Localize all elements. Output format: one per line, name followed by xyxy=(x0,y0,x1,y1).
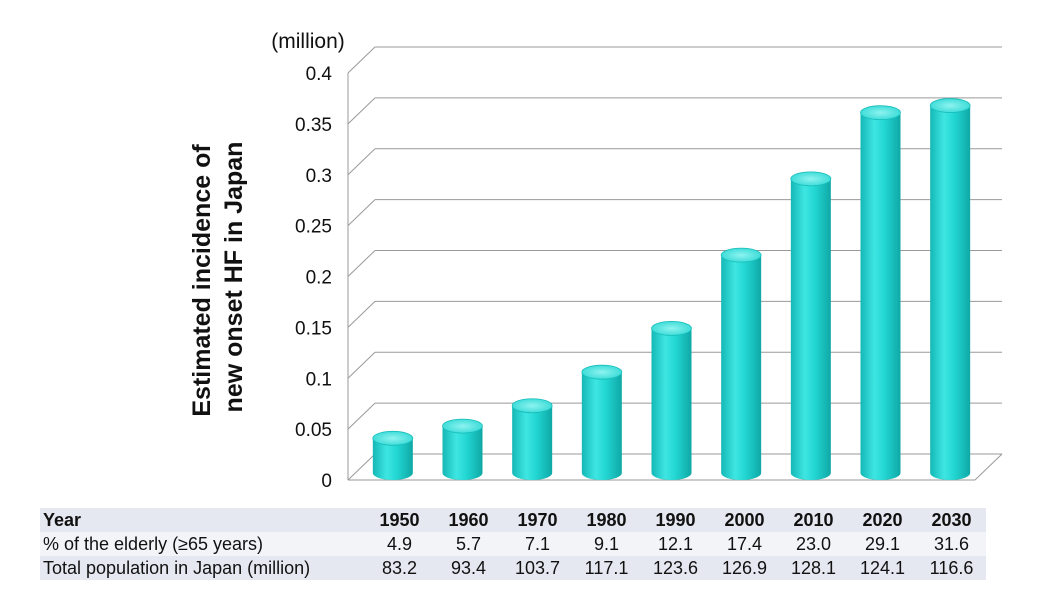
bar-body xyxy=(790,178,831,481)
bar-body xyxy=(512,405,553,481)
gridline-side xyxy=(347,250,376,277)
table-cell: 93.4 xyxy=(434,556,503,580)
table-cell: 23.0 xyxy=(779,532,848,556)
table-cell: 126.9 xyxy=(710,556,779,580)
y-tick-label: 0 xyxy=(321,471,332,492)
data-table: Year 1950 1960 1970 1980 1990 2000 2010 2020 2030… xyxy=(40,508,986,580)
bar-body xyxy=(581,372,622,481)
bar-top xyxy=(511,398,553,414)
gridline-side xyxy=(347,402,376,430)
y-axis: 0 0.05 0.1 0.15 0.2 0.25 0.3 0.35 0.4 xyxy=(295,64,349,492)
bar-2030 xyxy=(929,98,971,481)
gridline-side xyxy=(347,351,376,379)
table-cell: 1960 xyxy=(434,508,503,532)
year-row: Year 1950 1960 1970 1980 1990 2000 2010 2020 2030 xyxy=(40,508,986,532)
population-row: Total population in Japan (million) 83.2 9… xyxy=(40,556,986,580)
y-axis-title-line-1: Estimated incidence of xyxy=(188,144,216,417)
table-cell: 2010 xyxy=(779,508,848,532)
bar-2020 xyxy=(860,105,901,481)
table-cell: 1950 xyxy=(365,508,434,532)
bar-1980 xyxy=(581,364,623,481)
bar-top xyxy=(720,247,762,263)
floor-right-edge xyxy=(974,453,1003,481)
bar-body xyxy=(930,105,971,481)
y-tick-label: 0.15 xyxy=(295,318,332,339)
bar-top xyxy=(929,98,971,113)
y-tick-label: 0.4 xyxy=(306,64,333,85)
row-label: Year xyxy=(40,508,365,532)
y-tick-label: 0.1 xyxy=(306,369,332,390)
row-label: Total population in Japan (million) xyxy=(40,556,365,580)
table-cell: 2030 xyxy=(917,508,986,532)
y-axis-title: Estimated incidence of new onset HF in J… xyxy=(188,137,248,416)
gridline-side xyxy=(347,148,376,176)
bar-top xyxy=(581,364,623,380)
table-cell: 116.6 xyxy=(917,556,986,580)
bar-body xyxy=(651,328,692,481)
bar-body xyxy=(721,255,762,481)
gridline-side xyxy=(347,199,376,226)
gridline-side xyxy=(347,97,376,125)
unit-label: (million) xyxy=(271,30,345,53)
bar-top xyxy=(860,105,901,121)
table-cell: 128.1 xyxy=(779,556,848,580)
table-cell: 9.1 xyxy=(572,532,641,556)
y-axis-title-line-2: new onset HF in Japan xyxy=(220,142,248,413)
bar-chart: 00.050.10.150.20.250.30.350.4 (million) … xyxy=(188,30,1003,492)
bar-1960 xyxy=(442,418,483,481)
table-cell: 29.1 xyxy=(848,532,917,556)
y-tick-label: 0.05 xyxy=(295,420,332,441)
table-cell: 1990 xyxy=(641,508,710,532)
bar-2000 xyxy=(720,247,762,481)
gridline-side xyxy=(347,301,376,328)
bars xyxy=(372,98,971,481)
y-tick-label: 0.25 xyxy=(295,217,332,238)
bar-top xyxy=(790,171,832,187)
table-cell: 123.6 xyxy=(641,556,710,580)
table-cell: 12.1 xyxy=(641,532,710,556)
table-cell: 31.6 xyxy=(917,532,986,556)
table-cell: 5.7 xyxy=(434,532,503,556)
table-cell: 2000 xyxy=(710,508,779,532)
bar-1970 xyxy=(511,398,553,481)
table-cell: 1970 xyxy=(503,508,572,532)
gridline-side xyxy=(347,46,376,74)
table-cell: 103.7 xyxy=(503,556,572,580)
y-tick-label: 0.3 xyxy=(306,166,332,187)
table-cell: 17.4 xyxy=(710,532,779,556)
gridline-side xyxy=(347,453,376,481)
elderly-percent-row: % of the elderly (≥65 years) 4.9 5.7 7.1 9.1… xyxy=(40,532,986,556)
bar-1990 xyxy=(651,321,692,481)
y-tick-label: 0.2 xyxy=(306,268,332,289)
bar-body xyxy=(860,112,901,481)
table-cell: 117.1 xyxy=(572,556,641,580)
table-cell: 124.1 xyxy=(848,556,917,580)
table-cell: 2020 xyxy=(848,508,917,532)
bar-2010 xyxy=(790,171,832,481)
bar-body xyxy=(372,438,413,481)
bar-top xyxy=(651,321,692,336)
bar-top xyxy=(372,430,414,446)
bar-body xyxy=(442,426,483,481)
table-cell: 1980 xyxy=(572,508,641,532)
table-cell: 4.9 xyxy=(365,532,434,556)
bar-1950 xyxy=(372,430,414,481)
y-tick-label: 0.35 xyxy=(295,115,332,136)
bar-top xyxy=(442,418,483,434)
table-cell: 7.1 xyxy=(503,532,572,556)
row-label: % of the elderly (≥65 years) xyxy=(40,532,365,556)
table-cell: 83.2 xyxy=(365,556,434,580)
